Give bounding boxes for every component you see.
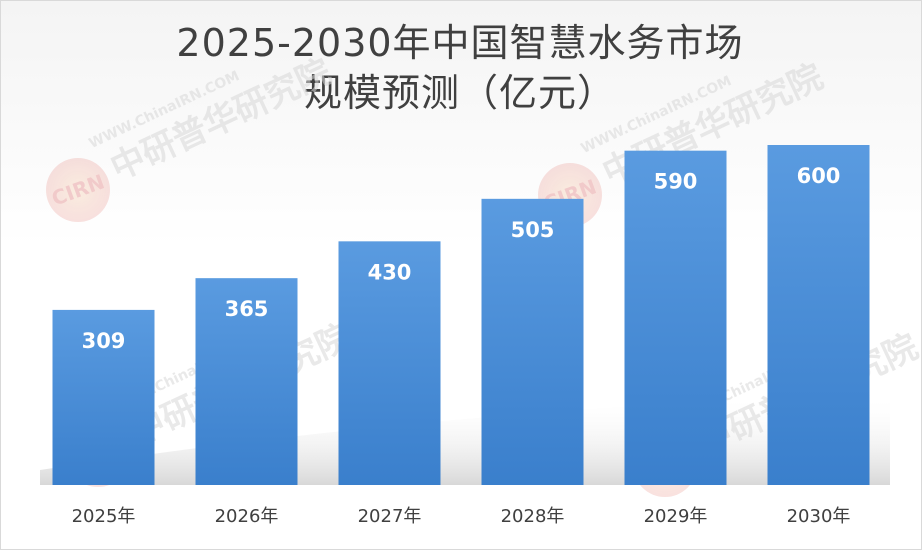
data-label-2028年: 505 (511, 218, 555, 242)
data-label-2025年: 309 (82, 329, 126, 353)
x-tick-label: 2030年 (787, 506, 851, 527)
x-tick-label: 2029年 (644, 506, 708, 527)
chart-title-line-1: 2025-2030年中国智慧水务市场 (176, 21, 744, 65)
bar-2027年 (338, 241, 441, 485)
x-tick-label: 2028年 (501, 506, 565, 527)
x-tick-label: 2026年 (215, 506, 279, 527)
bar-2029年 (624, 150, 727, 485)
data-label-2026年: 365 (225, 297, 269, 321)
chart-title: 2025-2030年中国智慧水务市场 规模预测（亿元） (60, 18, 860, 118)
bar-2030年 (767, 145, 870, 485)
x-tick-label: 2027年 (358, 506, 422, 527)
x-tick-label: 2025年 (72, 506, 136, 527)
bars-layer: 309 365 430 505 590 600 (52, 145, 870, 486)
data-label-2030年: 600 (797, 164, 841, 188)
cirn-logo-icon (46, 158, 110, 222)
data-label-2027年: 430 (368, 260, 412, 284)
x-axis-labels: 2025年 2026年 2027年 2028年 2029年 2030年 (72, 506, 851, 527)
bar-2028年 (481, 198, 584, 486)
bar-2026年 (195, 278, 298, 485)
bar-2025年 (52, 309, 155, 485)
data-label-2029年: 590 (654, 170, 698, 194)
chart-title-line-2: 规模预测（亿元） (303, 71, 616, 115)
